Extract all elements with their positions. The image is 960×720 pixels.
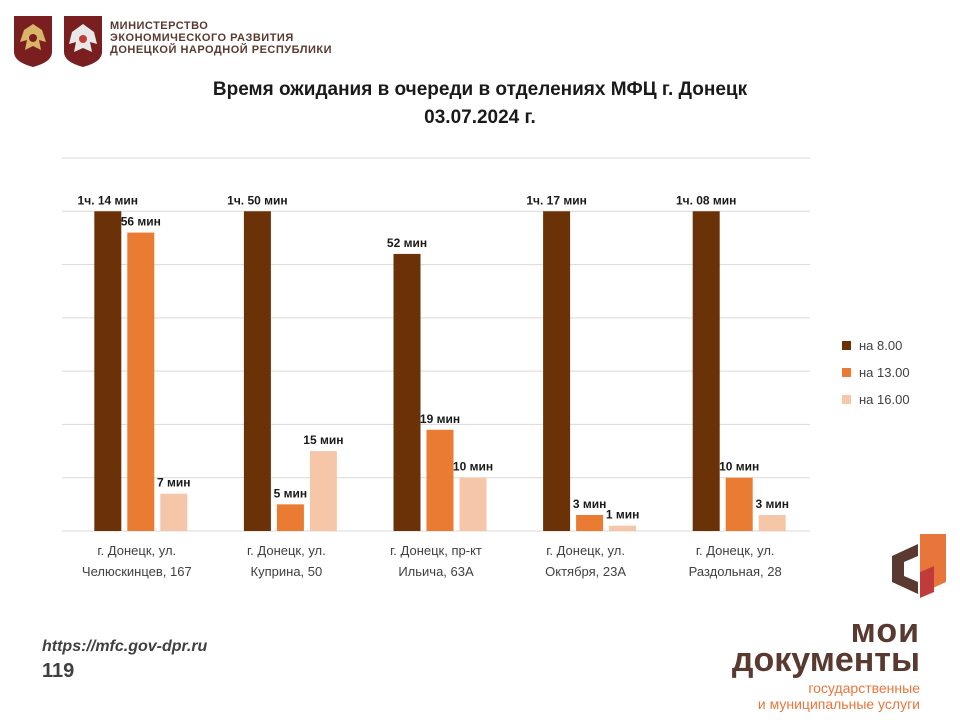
x-tick-label: г. Донецк, ул. [97, 543, 176, 558]
legend-item: на 8.00 [842, 332, 910, 359]
x-tick-label: г. Донецк, ул. [546, 543, 625, 558]
x-tick-label: г. Донецк, пр-кт [390, 543, 482, 558]
bar-data-label: 1ч. 17 мин [526, 193, 587, 207]
bar [94, 211, 122, 532]
bar [692, 211, 720, 532]
bar-data-label: 1ч. 14 мин [78, 193, 139, 207]
bar [243, 211, 271, 532]
bar [576, 515, 604, 531]
bar [393, 253, 421, 531]
moi-dokumenty-logo-icon [892, 534, 946, 598]
bar [160, 493, 188, 531]
bar-data-label: 1 мин [606, 508, 640, 522]
chart-legend: на 8.00 на 13.00 на 16.00 [842, 332, 910, 413]
bar-data-label: 1ч. 50 мин [227, 193, 288, 207]
ministry-line: ДОНЕЦКОЙ НАРОДНОЙ РЕСПУБЛИКИ [110, 44, 332, 56]
bar-data-label: 3 мин [755, 497, 789, 511]
dpr-emblem-icon [64, 16, 102, 67]
brand-text-dokumenty: документы [731, 641, 920, 679]
x-tick-label: г. Донецк, ул. [247, 543, 326, 558]
bar-data-label: 1ч. 08 мин [676, 193, 737, 207]
legend-swatch [842, 395, 851, 404]
x-tick-label: Челюскинцев, 167 [82, 564, 192, 579]
bar [459, 477, 487, 531]
legend-item: на 16.00 [842, 386, 910, 413]
bar [543, 211, 571, 532]
bar [127, 232, 155, 531]
bar-data-label: 19 мин [420, 412, 460, 426]
legend-label: на 16.00 [859, 392, 910, 407]
x-tick-label: Ильича, 63А [398, 564, 474, 579]
page-number: 119 [42, 660, 75, 682]
brand-text-gos: государственные [808, 680, 920, 696]
legend-label: на 8.00 [859, 338, 903, 353]
bar-data-label: 56 мин [121, 215, 161, 229]
chart-subtitle: 03.07.2024 г. [424, 107, 536, 128]
chart-title-block: Время ожидания в очереди в отделениях МФ… [100, 76, 860, 132]
bar [725, 477, 753, 531]
moi-dokumenty-brand: мои документы государственные и муниципа… [700, 528, 946, 718]
ministry-name: МИНИСТЕРСТВО ЭКОНОМИЧЕСКОГО РАЗВИТИЯ ДОН… [110, 20, 370, 56]
bar [609, 525, 637, 531]
brand-text-mun: и муниципальные услуги [757, 696, 920, 712]
legend-swatch [842, 341, 851, 350]
ministry-line: МИНИСТЕРСТВО [110, 20, 209, 32]
legend-item: на 13.00 [842, 359, 910, 386]
bar-data-label: 10 мин [719, 460, 759, 474]
x-tick-label: Куприна, 50 [251, 564, 323, 579]
bar [426, 429, 454, 531]
russia-emblem-icon [14, 16, 52, 67]
x-tick-label: г. Донецк, ул. [696, 543, 775, 558]
legend-swatch [842, 368, 851, 377]
bar-data-label: 5 мин [274, 486, 308, 500]
bar-data-label: 15 мин [303, 433, 343, 447]
bar-data-label: 7 мин [157, 476, 191, 490]
bar-data-label: 52 мин [387, 236, 427, 250]
bar-data-label: 3 мин [573, 497, 607, 511]
bar-data-label: 10 мин [453, 460, 493, 474]
bar [276, 504, 304, 531]
legend-label: на 13.00 [859, 365, 910, 380]
bar [309, 451, 337, 531]
x-tick-label: Раздольная, 28 [689, 564, 782, 579]
chart-title: Время ожидания в очереди в отделениях МФ… [212, 79, 748, 100]
footer-url-link[interactable]: https://mfc.gov-dpr.ru [42, 638, 208, 655]
brand-text-moi: мои [850, 612, 920, 650]
ministry-line: ЭКОНОМИЧЕСКОГО РАЗВИТИЯ [110, 32, 294, 44]
x-tick-label: Октября, 23А [545, 564, 626, 579]
bar [758, 515, 786, 531]
